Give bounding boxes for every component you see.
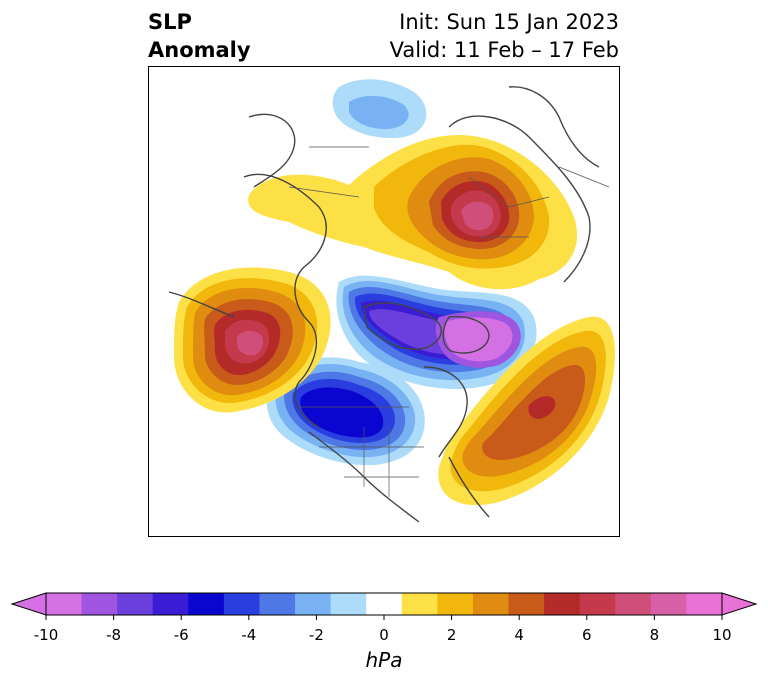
colorbar-bin: [188, 593, 225, 615]
colorbar: -10 -8 -6 -4 -2 0 2 4 6 8 10 hPa: [0, 580, 768, 680]
north-pacific-high-contours: [174, 267, 331, 413]
colorbar-tick-label: -8: [106, 626, 122, 644]
colorbar-extend-high: [721, 592, 758, 616]
north-america-low-contours: [266, 357, 425, 466]
colorbar-bin: [330, 593, 367, 615]
colorbar-bin: [81, 593, 118, 615]
title-line-1: SLP: [148, 10, 192, 34]
colorbar-bin: [117, 593, 154, 615]
title-line-2: Anomaly: [148, 38, 251, 62]
colorbar-bin: [366, 593, 403, 615]
colorbar-bin: [472, 593, 510, 615]
colorbar-bin: [401, 593, 438, 615]
colorbar-strip: [10, 592, 758, 620]
north-atlantic-high-contours: [438, 316, 615, 506]
colorbar-bin: [223, 593, 260, 615]
colorbar-tick-label: -6: [173, 626, 189, 644]
init-date-label: Init: Sun 15 Jan 2023: [399, 10, 619, 34]
colorbar-tick-label: 0: [379, 626, 389, 644]
colorbar-bin: [579, 593, 616, 615]
map-panel[interactable]: [148, 66, 620, 537]
forecast-dates: Init: Sun 15 Jan 2023 Valid: 11 Feb – 17…: [390, 8, 619, 64]
colorbar-bin: [437, 593, 474, 615]
colorbar-tick-label: 6: [582, 626, 592, 644]
colorbar-extend-low: [10, 592, 47, 616]
colorbar-bin: [46, 593, 83, 615]
colorbar-bin: [686, 593, 723, 615]
colorbar-unit-label: hPa: [365, 648, 403, 672]
colorbar-bin: [615, 593, 652, 615]
colorbar-bin: [544, 593, 581, 615]
colorbar-tick-label: -2: [308, 626, 324, 644]
anomaly-map: [168, 79, 615, 523]
colorbar-bin: [259, 593, 296, 615]
map-title: SLP Anomaly: [148, 8, 251, 64]
colorbar-tick-label: -10: [33, 626, 59, 644]
political-borders: [288, 146, 610, 497]
colorbar-tick-label: 4: [514, 626, 524, 644]
colorbar-bin: [295, 593, 332, 615]
colorbar-tick-label: 10: [712, 626, 732, 644]
siberia-high-contours: [248, 135, 578, 290]
colorbar-bin: [650, 593, 687, 615]
colorbar-tick-label: 8: [649, 626, 660, 644]
colorbar-tick-label: 2: [446, 626, 457, 644]
scandinavia-low-contours: [332, 79, 427, 139]
valid-date-label: Valid: 11 Feb – 17 Feb: [389, 38, 619, 62]
colorbar-bin: [508, 593, 545, 615]
colorbar-bin: [152, 593, 189, 615]
arctic-low-contours: [336, 275, 537, 389]
colorbar-tick-label: -4: [241, 626, 257, 644]
